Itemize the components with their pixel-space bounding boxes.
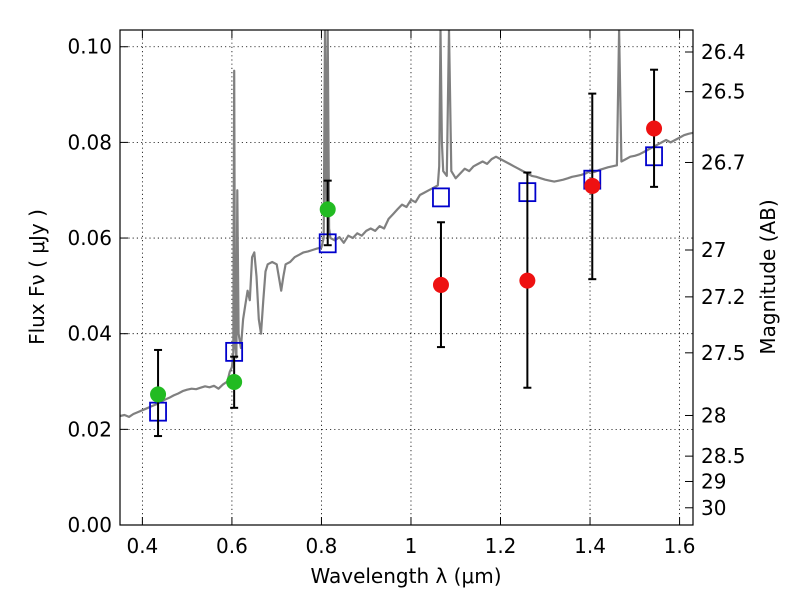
x-axis-label: Wavelength λ (μm) bbox=[310, 564, 501, 588]
observed-flux-point bbox=[432, 276, 449, 293]
observed-flux-point bbox=[646, 120, 663, 137]
observed-flux-point bbox=[226, 374, 243, 390]
right-y-tick-label: 26.7 bbox=[701, 150, 746, 174]
right-y-tick-label: 30 bbox=[701, 496, 726, 520]
right-y-tick-label: 27 bbox=[701, 238, 726, 262]
y-tick-label: 0.06 bbox=[67, 226, 112, 250]
y-tick-label: 0.02 bbox=[67, 417, 112, 441]
right-y-tick-label: 26.4 bbox=[701, 40, 746, 64]
y-tick-label: 0.10 bbox=[67, 35, 112, 59]
grid bbox=[120, 30, 693, 526]
right-y-tick-label: 27.5 bbox=[701, 341, 746, 365]
right-y-tick-label: 27.2 bbox=[701, 285, 746, 309]
right-y-tick-label: 28 bbox=[701, 403, 726, 427]
x-tick-label: 0.6 bbox=[216, 534, 248, 558]
axis-labels: Wavelength λ (μm) Flux Fν ( μJy ) Magnit… bbox=[25, 199, 780, 588]
observed-flux-point bbox=[319, 201, 336, 218]
y-tick-label: 0.04 bbox=[67, 322, 112, 346]
y-tick-label: 0.00 bbox=[67, 513, 112, 537]
y-tick-label: 0.08 bbox=[67, 130, 112, 154]
plot-area bbox=[120, 30, 693, 438]
x-tick-label: 1.4 bbox=[574, 534, 606, 558]
axis-ticks: 0.4 0.6 0.8 1 1.2 1.4 1.6 0.00 0.02 0.04 0.06 0.08 0… bbox=[67, 30, 746, 558]
plot-frame bbox=[119, 29, 694, 526]
x-tick-label: 1 bbox=[405, 534, 418, 558]
observed-flux-point bbox=[150, 386, 167, 403]
right-y-tick-label: 26.5 bbox=[701, 80, 746, 104]
model-photometry-square bbox=[432, 187, 450, 208]
model-spectrum-line bbox=[120, 30, 693, 418]
right-y-axis-label: Magnitude (AB) bbox=[756, 199, 780, 354]
observed-flux-point bbox=[519, 272, 536, 289]
x-tick-label: 1.6 bbox=[664, 534, 696, 558]
right-y-tick-label: 28.5 bbox=[701, 444, 746, 468]
x-tick-label: 1.2 bbox=[485, 534, 517, 558]
x-tick-label: 0.4 bbox=[126, 534, 158, 558]
right-y-tick-label: 29 bbox=[701, 469, 726, 493]
observed-flux-point bbox=[584, 177, 601, 194]
x-tick-label: 0.8 bbox=[306, 534, 338, 558]
y-axis-label: Flux Fν ( μJy ) bbox=[25, 209, 49, 345]
